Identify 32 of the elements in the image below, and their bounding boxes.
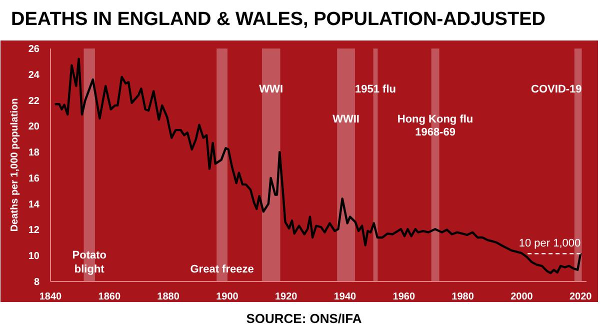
band-label: COVID-19 — [531, 84, 582, 96]
line-series — [54, 58, 582, 274]
y-tick-label: 20 — [28, 122, 40, 133]
y-tick-label: 24 — [28, 70, 40, 81]
x-tick-label: 1900 — [216, 292, 239, 302]
y-tick-label: 16 — [28, 173, 40, 184]
x-tick-label: 1980 — [452, 292, 474, 302]
y-tick-label: 8 — [34, 277, 40, 288]
x-tick-label: 1860 — [98, 292, 121, 302]
series-label: 10 per 1,000 — [518, 238, 581, 250]
chart-title: DEATHS IN ENGLAND & WALES, POPULATION-ADJUSTED — [11, 8, 546, 32]
x-tick-label: 1920 — [274, 292, 298, 302]
y-tick-label: 26 — [28, 44, 40, 55]
y-tick-label: 12 — [28, 225, 40, 236]
y-tick-label: 18 — [28, 148, 40, 159]
y-tick-label: 14 — [28, 199, 40, 210]
band-label: Potato blight — [72, 250, 107, 276]
y-tick-label: 22 — [28, 96, 40, 107]
band-label: WWI — [259, 84, 283, 96]
x-tick-label: 1940 — [334, 292, 357, 302]
y-tick-label: 10 — [28, 251, 40, 262]
x-tick-label: 2000 — [510, 292, 534, 302]
x-tick-label: 1880 — [157, 292, 180, 302]
x-tick-label: 1960 — [392, 292, 416, 302]
y-axis-title: Deaths per 1,000 population — [9, 98, 20, 232]
x-tick-label: 1840 — [39, 292, 62, 302]
source-note: SOURCE: ONS/IFA — [246, 310, 362, 328]
band-label: WWII — [332, 114, 360, 126]
x-tick-label: 2020 — [569, 292, 592, 302]
band-label: Hong Kong flu 1968-69 — [397, 114, 474, 138]
band-label: Great freeze — [190, 264, 254, 276]
band-label: 1951 flu — [355, 84, 396, 96]
